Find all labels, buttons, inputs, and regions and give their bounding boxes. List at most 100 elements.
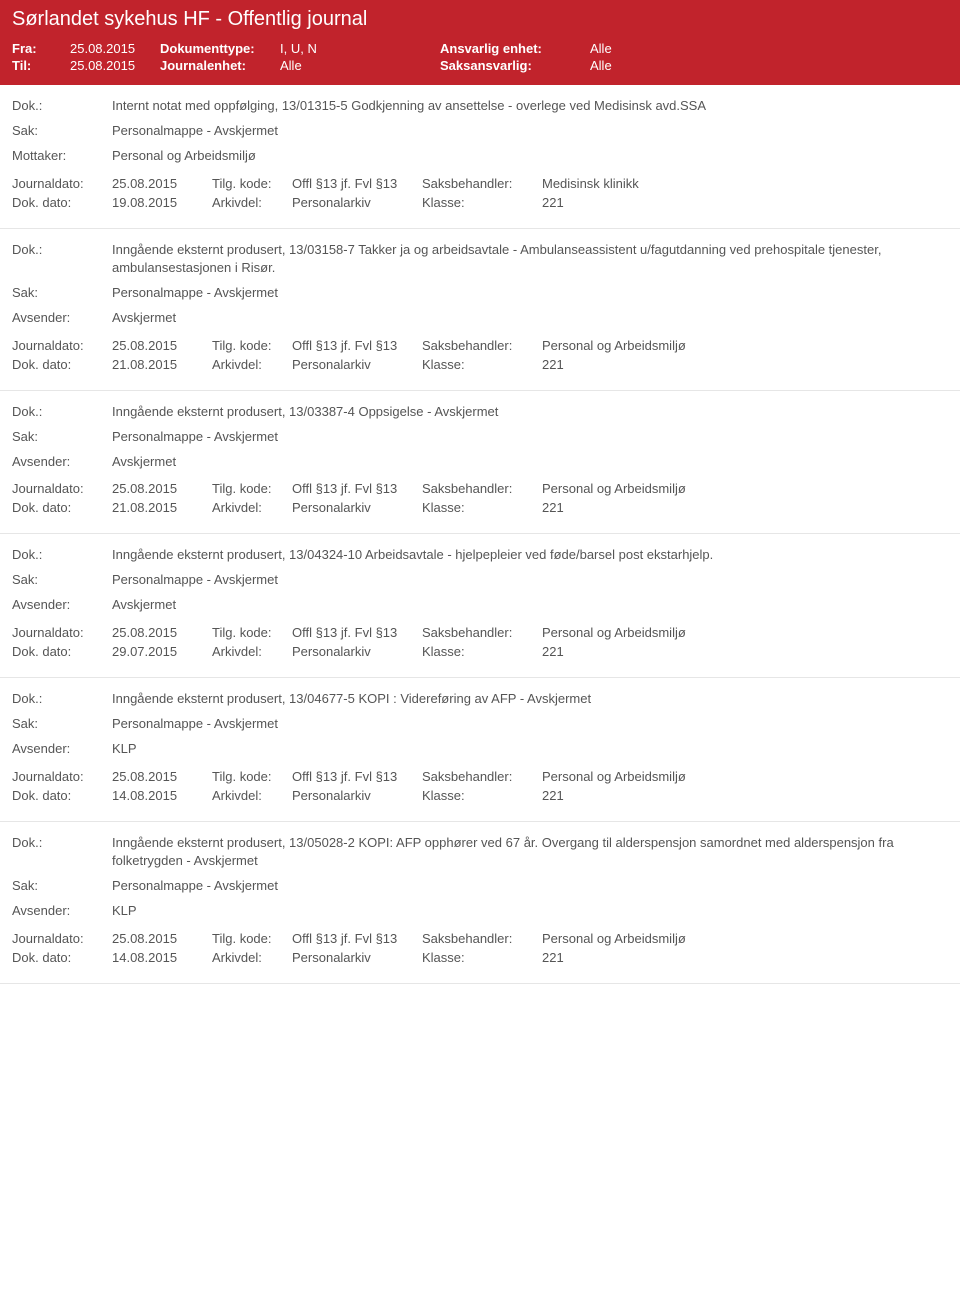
journaldato-value: 25.08.2015 bbox=[112, 931, 212, 946]
arkivdel-label: Arkivdel: bbox=[212, 357, 292, 372]
report-title: Sørlandet sykehus HF - Offentlig journal bbox=[12, 8, 948, 31]
klasse-label: Klasse: bbox=[422, 788, 542, 803]
saksbehandler-value: Personal og Arbeidsmiljø bbox=[542, 769, 948, 784]
dok-label: Dok.: bbox=[12, 97, 112, 116]
party-label: Mottaker: bbox=[12, 147, 112, 166]
saksbehandler-value: Medisinsk klinikk bbox=[542, 176, 948, 191]
til-label: Til: bbox=[12, 58, 70, 73]
klasse-label: Klasse: bbox=[422, 357, 542, 372]
header-row-1: Fra: 25.08.2015 Dokumenttype: I, U, N An… bbox=[12, 41, 948, 56]
sak-value: Personalmappe - Avskjermet bbox=[112, 571, 948, 590]
party-label: Avsender: bbox=[12, 596, 112, 615]
tilgkode-value: Offl §13 jf. Fvl §13 bbox=[292, 931, 422, 946]
tilgkode-label: Tilg. kode: bbox=[212, 931, 292, 946]
tilgkode-value: Offl §13 jf. Fvl §13 bbox=[292, 769, 422, 784]
fra-label: Fra: bbox=[12, 41, 70, 56]
arkivdel-value: Personalarkiv bbox=[292, 195, 422, 210]
klasse-label: Klasse: bbox=[422, 195, 542, 210]
tilgkode-label: Tilg. kode: bbox=[212, 176, 292, 191]
saksansvarlig-label: Saksansvarlig: bbox=[440, 58, 590, 73]
dok-value: Inngående eksternt produsert, 13/03387-4… bbox=[112, 403, 948, 422]
dok-label: Dok.: bbox=[12, 241, 112, 279]
tilgkode-label: Tilg. kode: bbox=[212, 338, 292, 353]
journaldato-label: Journaldato: bbox=[12, 338, 112, 353]
dokdato-label: Dok. dato: bbox=[12, 644, 112, 659]
sak-label: Sak: bbox=[12, 571, 112, 590]
meta-row-2: Dok. dato: 19.08.2015 Arkivdel: Personal… bbox=[12, 195, 948, 210]
dokdato-value: 14.08.2015 bbox=[112, 788, 212, 803]
sak-label: Sak: bbox=[12, 877, 112, 896]
dokdato-value: 21.08.2015 bbox=[112, 500, 212, 515]
klasse-label: Klasse: bbox=[422, 644, 542, 659]
tilgkode-value: Offl §13 jf. Fvl §13 bbox=[292, 338, 422, 353]
tilgkode-value: Offl §13 jf. Fvl §13 bbox=[292, 176, 422, 191]
journalenhet-label: Journalenhet: bbox=[160, 58, 280, 73]
tilgkode-label: Tilg. kode: bbox=[212, 625, 292, 640]
dokdato-label: Dok. dato: bbox=[12, 195, 112, 210]
tilgkode-value: Offl §13 jf. Fvl §13 bbox=[292, 625, 422, 640]
sak-value: Personalmappe - Avskjermet bbox=[112, 428, 948, 447]
saksbehandler-value: Personal og Arbeidsmiljø bbox=[542, 481, 948, 496]
saksbehandler-label: Saksbehandler: bbox=[422, 338, 542, 353]
entries-container: Dok.: Internt notat med oppfølging, 13/0… bbox=[0, 85, 960, 984]
dokdato-value: 29.07.2015 bbox=[112, 644, 212, 659]
dokdato-value: 14.08.2015 bbox=[112, 950, 212, 965]
party-value: KLP bbox=[112, 902, 948, 921]
arkivdel-value: Personalarkiv bbox=[292, 644, 422, 659]
journaldato-value: 25.08.2015 bbox=[112, 481, 212, 496]
klasse-value: 221 bbox=[542, 500, 948, 515]
sak-label: Sak: bbox=[12, 715, 112, 734]
meta-row-1: Journaldato: 25.08.2015 Tilg. kode: Offl… bbox=[12, 769, 948, 784]
dokdato-label: Dok. dato: bbox=[12, 500, 112, 515]
arkivdel-label: Arkivdel: bbox=[212, 788, 292, 803]
saksbehandler-label: Saksbehandler: bbox=[422, 176, 542, 191]
meta-row-1: Journaldato: 25.08.2015 Tilg. kode: Offl… bbox=[12, 176, 948, 191]
meta-row-2: Dok. dato: 21.08.2015 Arkivdel: Personal… bbox=[12, 500, 948, 515]
klasse-value: 221 bbox=[542, 950, 948, 965]
dokdato-label: Dok. dato: bbox=[12, 788, 112, 803]
journaldato-value: 25.08.2015 bbox=[112, 338, 212, 353]
meta-row-1: Journaldato: 25.08.2015 Tilg. kode: Offl… bbox=[12, 338, 948, 353]
party-label: Avsender: bbox=[12, 902, 112, 921]
dok-value: Inngående eksternt produsert, 13/05028-2… bbox=[112, 834, 948, 872]
journal-entry: Dok.: Inngående eksternt produsert, 13/0… bbox=[0, 534, 960, 678]
saksbehandler-value: Personal og Arbeidsmiljø bbox=[542, 338, 948, 353]
sak-label: Sak: bbox=[12, 122, 112, 141]
journaldato-label: Journaldato: bbox=[12, 625, 112, 640]
ansvarlig-label: Ansvarlig enhet: bbox=[440, 41, 590, 56]
dokdato-value: 21.08.2015 bbox=[112, 357, 212, 372]
dok-value: Inngående eksternt produsert, 13/04324-1… bbox=[112, 546, 948, 565]
dok-label: Dok.: bbox=[12, 690, 112, 709]
arkivdel-label: Arkivdel: bbox=[212, 950, 292, 965]
dok-label: Dok.: bbox=[12, 403, 112, 422]
party-value: Personal og Arbeidsmiljø bbox=[112, 147, 948, 166]
party-label: Avsender: bbox=[12, 453, 112, 472]
saksbehandler-label: Saksbehandler: bbox=[422, 625, 542, 640]
sak-label: Sak: bbox=[12, 428, 112, 447]
arkivdel-value: Personalarkiv bbox=[292, 788, 422, 803]
klasse-value: 221 bbox=[542, 195, 948, 210]
doktype-label: Dokumenttype: bbox=[160, 41, 280, 56]
doktype-value: I, U, N bbox=[280, 41, 440, 56]
journalenhet-value: Alle bbox=[280, 58, 440, 73]
journal-entry: Dok.: Internt notat med oppfølging, 13/0… bbox=[0, 85, 960, 229]
journal-entry: Dok.: Inngående eksternt produsert, 13/0… bbox=[0, 678, 960, 822]
meta-row-2: Dok. dato: 14.08.2015 Arkivdel: Personal… bbox=[12, 950, 948, 965]
dok-label: Dok.: bbox=[12, 834, 112, 872]
party-value: Avskjermet bbox=[112, 309, 948, 328]
dok-value: Internt notat med oppfølging, 13/01315-5… bbox=[112, 97, 948, 116]
fra-value: 25.08.2015 bbox=[70, 41, 160, 56]
journal-entry: Dok.: Inngående eksternt produsert, 13/0… bbox=[0, 229, 960, 391]
klasse-value: 221 bbox=[542, 788, 948, 803]
sak-value: Personalmappe - Avskjermet bbox=[112, 122, 948, 141]
arkivdel-value: Personalarkiv bbox=[292, 357, 422, 372]
journaldato-label: Journaldato: bbox=[12, 481, 112, 496]
saksbehandler-value: Personal og Arbeidsmiljø bbox=[542, 625, 948, 640]
journal-entry: Dok.: Inngående eksternt produsert, 13/0… bbox=[0, 822, 960, 984]
journaldato-value: 25.08.2015 bbox=[112, 769, 212, 784]
meta-row-2: Dok. dato: 21.08.2015 Arkivdel: Personal… bbox=[12, 357, 948, 372]
klasse-label: Klasse: bbox=[422, 950, 542, 965]
journaldato-label: Journaldato: bbox=[12, 931, 112, 946]
saksbehandler-label: Saksbehandler: bbox=[422, 931, 542, 946]
saksansvarlig-value: Alle bbox=[590, 58, 690, 73]
